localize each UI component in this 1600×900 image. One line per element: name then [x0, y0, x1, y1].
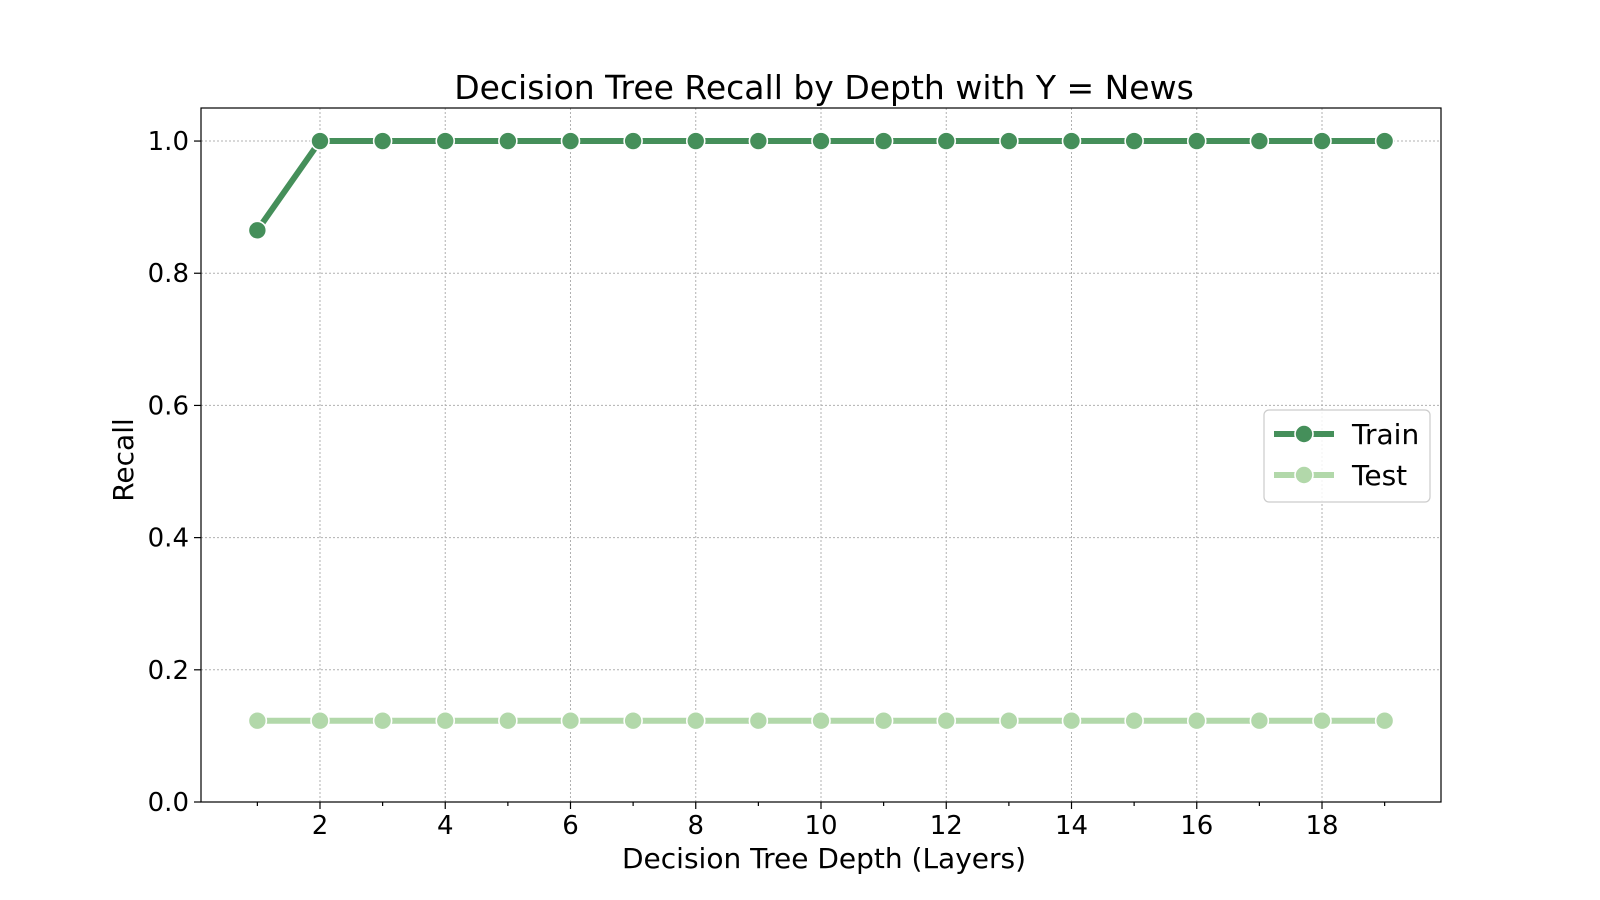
- legend: Train Test: [1263, 409, 1431, 503]
- test-data-point: [873, 710, 894, 731]
- train-data-point: [1124, 131, 1144, 151]
- x-tick-label: 18: [1305, 811, 1338, 841]
- legend-test-label: Test: [1351, 459, 1407, 492]
- test-data-point: [1249, 710, 1270, 731]
- train-data-point: [748, 131, 769, 151]
- x-tick-label: 8: [687, 811, 704, 841]
- plot-frame: [200, 107, 1442, 803]
- legend-train-marker: [1294, 424, 1314, 444]
- legend-test-marker: [1294, 465, 1314, 485]
- train-data-point: [560, 131, 581, 151]
- train-data-point: [247, 220, 268, 241]
- train-data-point: [1186, 131, 1207, 151]
- x-tick-label: 14: [1055, 811, 1088, 841]
- y-axis-label: Recall: [107, 418, 140, 502]
- test-data-point: [1124, 710, 1144, 731]
- train-data-point: [623, 131, 643, 151]
- test-data-point: [1374, 710, 1395, 731]
- test-data-point: [1312, 710, 1332, 731]
- x-tick-label: 4: [437, 811, 454, 841]
- x-tick-label: 12: [930, 811, 963, 841]
- plot-area: 0.0 0.2 0.4 0.6 0.8 1.0 2 4 6 8 10 12 14 16 18: [148, 107, 1442, 841]
- test-data-point: [372, 710, 393, 731]
- test-data-point: [1061, 710, 1082, 731]
- test-data-point: [685, 710, 706, 731]
- x-tick-label: 16: [1180, 811, 1213, 841]
- train-data-point: [310, 131, 330, 151]
- y-tick-label: 0.6: [148, 391, 189, 421]
- test-data-point: [811, 710, 831, 731]
- train-data-point: [685, 131, 706, 151]
- test-data-point: [623, 710, 643, 731]
- y-tick-label: 0.8: [148, 259, 189, 289]
- x-tick-label: 6: [562, 811, 579, 841]
- train-data-point: [1249, 131, 1270, 151]
- test-data-point: [748, 710, 769, 731]
- test-data-point: [247, 710, 268, 731]
- train-data-point: [372, 131, 393, 151]
- y-tick-label: 0.2: [148, 656, 189, 686]
- x-tick-label: 2: [312, 811, 329, 841]
- y-tick-label: 0.4: [148, 524, 189, 554]
- test-data-point: [936, 710, 957, 731]
- train-data-point: [811, 131, 831, 151]
- y-tick-label: 1.0: [148, 127, 189, 157]
- train-data-point: [873, 131, 894, 151]
- train-data-point: [498, 131, 518, 151]
- train-data-point: [1374, 131, 1395, 151]
- test-data-point: [435, 710, 456, 731]
- chart-title: Decision Tree Recall by Depth with Y = N…: [454, 68, 1194, 107]
- test-data-point: [310, 710, 330, 731]
- train-data-point: [999, 131, 1019, 151]
- train-data-point: [435, 131, 456, 151]
- train-data-point: [936, 131, 957, 151]
- test-data-point: [999, 710, 1019, 731]
- test-data-point: [560, 710, 581, 731]
- y-tick-label: 0.0: [148, 788, 189, 818]
- train-data-point: [1061, 131, 1082, 151]
- test-data-point: [498, 710, 518, 731]
- legend-train-label: Train: [1351, 418, 1419, 451]
- x-tick-label: 10: [804, 811, 837, 841]
- x-axis-label: Decision Tree Depth (Layers): [622, 842, 1026, 875]
- test-data-point: [1186, 710, 1207, 731]
- train-data-point: [1312, 131, 1332, 151]
